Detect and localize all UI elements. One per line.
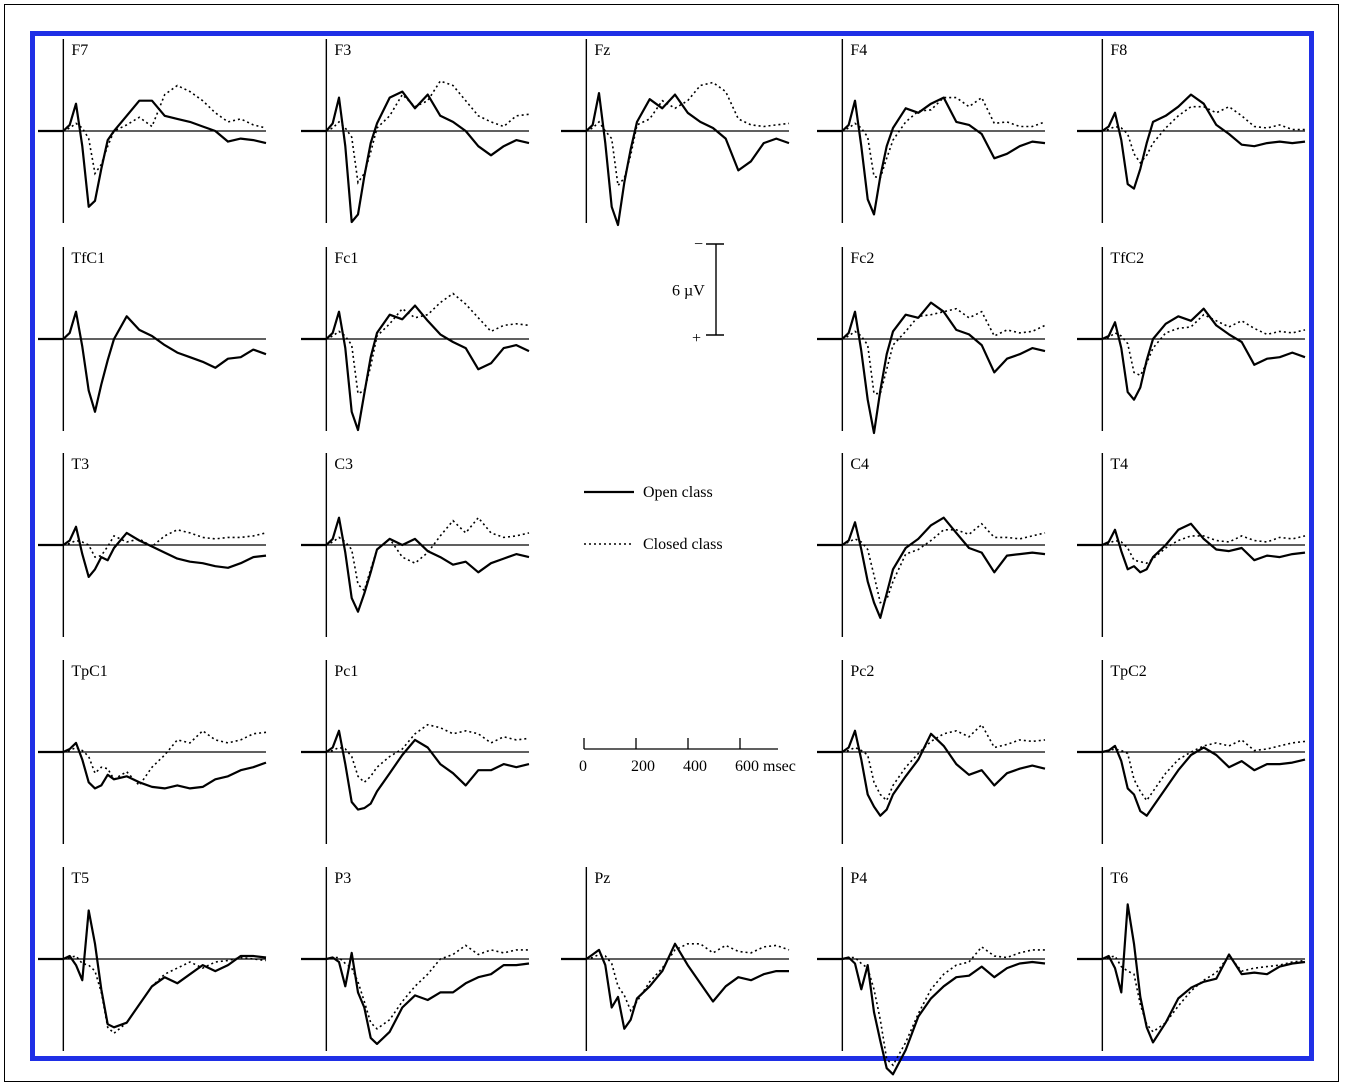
open-class-trace-T6: [1077, 903, 1306, 1044]
channel-label-Fc1: Fc1: [334, 250, 358, 267]
closed-class-trace-T3: [38, 528, 267, 559]
open-class-trace-P3: [301, 951, 530, 1045]
channel-label-Fz: Fz: [594, 42, 610, 59]
open-class-trace-Fz: [561, 92, 790, 227]
channel-label-F8: F8: [1110, 42, 1127, 59]
closed-class-trace-P4: [817, 945, 1045, 1067]
closed-class-trace-TfC2: [1077, 313, 1306, 377]
scale-label: 6 µV: [672, 283, 705, 300]
channel-label-TpC2: TpC2: [1110, 663, 1146, 680]
channel-label-Pc1: Pc1: [334, 663, 358, 680]
closed-class-trace-Pc1: [301, 723, 530, 784]
closed-class-trace-Pc2: [817, 723, 1046, 802]
channel-label-T5: T5: [71, 870, 89, 887]
closed-class-trace-Fz: [561, 81, 790, 188]
closed-class-trace-F7: [38, 84, 267, 176]
open-class-trace-TfC2: [1077, 307, 1306, 401]
channel-label-T6: T6: [1110, 870, 1128, 887]
closed-class-trace-T4: [1077, 535, 1306, 565]
channel-label-TfC1: TfC1: [71, 250, 105, 267]
open-class-trace-Pc1: [301, 729, 530, 811]
legend-open-class-label: Open class: [643, 484, 713, 501]
open-class-trace-T4: [1077, 522, 1306, 574]
closed-class-trace-Pz: [561, 943, 790, 1013]
closed-class-trace-F3: [301, 80, 530, 185]
scale-plus-sign: +: [692, 330, 701, 347]
open-class-trace-TfC1: [38, 310, 267, 413]
open-class-trace-TpC2: [1077, 744, 1306, 817]
channel-label-Fc2: Fc2: [850, 250, 874, 267]
open-class-trace-Fc2: [817, 301, 1046, 435]
open-class-trace-F8: [1077, 93, 1306, 190]
channel-label-TpC1: TpC1: [71, 663, 107, 680]
channel-label-P3: P3: [334, 870, 351, 887]
scale-minus-sign: −: [694, 236, 703, 253]
channel-label-C4: C4: [850, 456, 869, 473]
closed-class-trace-Fc1: [301, 292, 530, 395]
open-class-trace-Pz: [561, 942, 789, 1030]
channel-label-F4: F4: [850, 42, 867, 59]
channel-label-T3: T3: [71, 456, 89, 473]
channel-label-TfC2: TfC2: [1110, 250, 1144, 267]
time-axis-tick-label-600: 600 msec: [735, 758, 796, 775]
open-class-trace-P4: [817, 956, 1046, 1076]
channel-label-F3: F3: [334, 42, 351, 59]
channel-label-T4: T4: [1110, 456, 1128, 473]
closed-class-trace-T6: [1077, 954, 1306, 1033]
open-class-trace-TpC1: [38, 741, 267, 790]
open-class-trace-C4: [817, 516, 1046, 619]
channel-label-C3: C3: [334, 456, 353, 473]
time-axis-tick-label-400: 400: [683, 758, 707, 775]
open-class-trace-Pc2: [817, 729, 1046, 817]
closed-class-trace-F8: [1077, 105, 1305, 165]
closed-class-trace-F4: [817, 96, 1046, 179]
outer-border: [4, 4, 1339, 1082]
closed-class-trace-TpC2: [1077, 738, 1306, 802]
closed-class-trace-T5: [38, 955, 267, 1035]
open-class-trace-T5: [38, 909, 267, 1029]
channel-label-Pz: Pz: [594, 870, 610, 887]
open-class-trace-F7: [38, 99, 267, 208]
legend-closed-class-label: Closed class: [643, 536, 723, 553]
channel-label-Pc2: Pc2: [850, 663, 874, 680]
open-class-trace-T3: [38, 525, 267, 578]
channel-label-F7: F7: [71, 42, 88, 59]
time-axis-tick-label-0: 0: [579, 758, 587, 775]
open-class-trace-Fc1: [301, 304, 530, 432]
closed-class-trace-P3: [301, 944, 529, 1030]
closed-class-trace-TpC1: [38, 729, 267, 787]
open-class-trace-F3: [301, 90, 530, 224]
open-class-trace-F4: [817, 96, 1046, 216]
open-class-trace-C3: [301, 516, 530, 613]
channel-label-P4: P4: [850, 870, 867, 887]
time-axis-tick-label-200: 200: [631, 758, 655, 775]
figure-frame: [30, 31, 1314, 1061]
